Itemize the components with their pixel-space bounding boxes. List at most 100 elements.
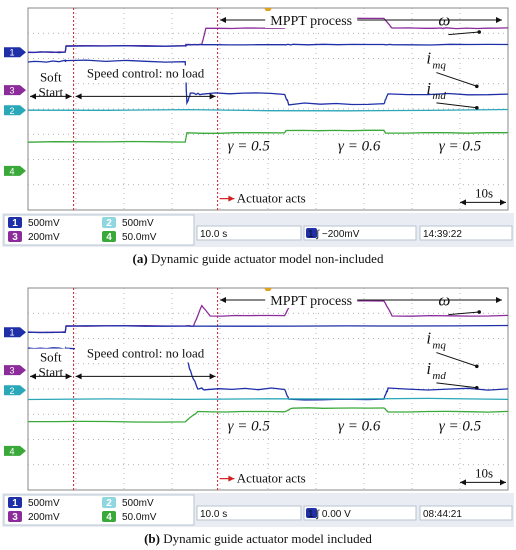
scope-panel-b: 1 2 3 4 MPPT process Soft Start Speed control: … <box>0 280 516 550</box>
ch2-marker-label: 2 <box>9 386 14 396</box>
timebase-value: 10.0 s <box>200 229 227 240</box>
ch2-marker[interactable] <box>4 105 26 116</box>
speed-control-bg <box>75 65 216 83</box>
caption-b: (b) Dynamic guide actuator model include… <box>0 531 516 547</box>
soft-start-arrow-head-r <box>65 93 72 100</box>
ch2-badge[interactable] <box>102 497 116 508</box>
ch1-badge[interactable] <box>8 497 22 508</box>
actuator-label: Actuator acts <box>237 191 306 206</box>
ch3-marker[interactable] <box>4 365 26 376</box>
timescale-arrow-head-l <box>460 479 466 486</box>
timebase-box[interactable] <box>196 505 302 521</box>
clock-value: 08:44:21 <box>423 509 462 520</box>
omega-label-pointer <box>448 311 480 316</box>
speed-arrow-head-l <box>75 373 82 380</box>
ch4-value: 50.0mV <box>122 232 157 243</box>
ch3-badge[interactable] <box>8 231 22 242</box>
trigger-channel-badge <box>306 508 317 518</box>
caption-a-label: (a) <box>132 251 148 266</box>
ch4-marker[interactable] <box>4 445 26 456</box>
clock-value: 14:39:22 <box>423 229 462 240</box>
ch1-value: 500mV <box>28 218 60 229</box>
speed-control-label: Speed control: no load <box>87 345 205 360</box>
scope-panel-a: 1 2 3 4 MPPT process Soft Start Speed control: … <box>0 0 516 272</box>
ch3-marker-label: 3 <box>9 366 14 376</box>
trace-2 <box>27 43 509 54</box>
ch2-marker[interactable] <box>4 385 26 396</box>
trigger-value: 1 ∫ −200mV <box>308 229 360 240</box>
ch4-badge[interactable] <box>102 511 116 522</box>
gamma1-label: γ = 0.5 <box>228 139 271 155</box>
ch3-badge[interactable] <box>8 511 22 522</box>
ch3-badge-num: 3 <box>12 232 18 243</box>
soft-start-arrow-head-l <box>30 93 36 100</box>
imq-label-sub: mq <box>432 60 446 72</box>
trace-imd <box>27 108 509 112</box>
speed-arrow-head-r <box>209 93 216 100</box>
imq-label: i <box>426 329 431 348</box>
imq-label-sub: mq <box>432 340 446 352</box>
ch3-marker[interactable] <box>4 85 26 96</box>
ch2-value: 500mV <box>122 218 154 229</box>
omega-label: ω <box>438 291 450 310</box>
trace-ch4 <box>28 407 509 423</box>
omega-label-pointer-tip <box>477 310 482 314</box>
imd-label-sub: md <box>432 370 446 382</box>
ch1-badge-num: 1 <box>12 498 18 509</box>
channel-settings <box>3 214 195 246</box>
imd-label-sub: md <box>432 90 446 102</box>
caption-a: (a) Dynamic guide actuator model non-inc… <box>0 251 516 267</box>
timescale-label: 10s <box>475 185 493 200</box>
scope-background <box>0 280 516 528</box>
omega-label-pointer <box>448 31 480 36</box>
soft-start-label-1: Soft <box>40 350 62 365</box>
mppt-arrow-head-left <box>220 297 226 303</box>
speed-arrow-head-l <box>75 93 82 100</box>
scope-background <box>0 0 516 248</box>
trace-imd <box>27 397 509 401</box>
caption-a-text: Dynamic guide actuator model non-include… <box>147 251 384 266</box>
speed-control-bg <box>75 345 216 363</box>
mppt-arrow-head-right <box>496 17 502 23</box>
omega-label-pointer-tip <box>477 30 482 34</box>
ch4-marker[interactable] <box>4 165 26 176</box>
trigger-value: 1 ∫ 0.00 V <box>308 509 351 520</box>
speed-arrow-head-r <box>209 373 216 380</box>
ch1-marker-label: 1 <box>9 48 14 58</box>
timebase-box[interactable] <box>196 225 302 241</box>
ch2-badge[interactable] <box>102 217 116 228</box>
imd-label-pointer-tip <box>475 385 479 390</box>
ch1-marker[interactable] <box>4 327 26 338</box>
ch1-badge-num: 1 <box>12 218 18 229</box>
ch1-badge[interactable] <box>8 217 22 228</box>
trace-imq <box>27 346 509 401</box>
clock-box <box>419 225 513 241</box>
trace-imq <box>27 59 509 106</box>
caption-b-label: (b) <box>144 531 160 546</box>
imd-label-pointer <box>436 102 477 109</box>
speed-control-label: Speed control: no load <box>87 65 205 80</box>
soft-start-bg <box>30 68 70 101</box>
mppt-arrow-head-left <box>220 17 226 23</box>
ch3-badge-num: 3 <box>12 512 18 523</box>
imd-label-pointer-tip <box>475 105 479 110</box>
trigger-box[interactable] <box>303 225 417 241</box>
ch1-marker[interactable] <box>4 47 26 58</box>
trigger-box[interactable] <box>303 505 417 521</box>
gamma2-label: γ = 0.6 <box>338 419 381 435</box>
ch4-badge[interactable] <box>102 231 116 242</box>
mppt-label: MPPT process <box>270 14 352 29</box>
mppt-label-bg <box>265 291 358 308</box>
soft-start-arrow-head-l <box>30 373 36 380</box>
soft-start-label-2: Start <box>39 365 64 380</box>
ch3-value: 200mV <box>28 512 60 523</box>
imq-label-pointer-tip <box>475 84 479 89</box>
ch1-marker-label: 1 <box>9 328 14 338</box>
ch4-badge-num: 4 <box>106 512 112 523</box>
ch3-value: 200mV <box>28 232 60 243</box>
timescale-label: 10s <box>475 465 493 480</box>
ch1-value: 500mV <box>28 498 60 509</box>
timescale-arrow-head-l <box>460 199 466 206</box>
imq-label: i <box>426 49 431 68</box>
ch4-marker-label: 4 <box>9 166 14 176</box>
